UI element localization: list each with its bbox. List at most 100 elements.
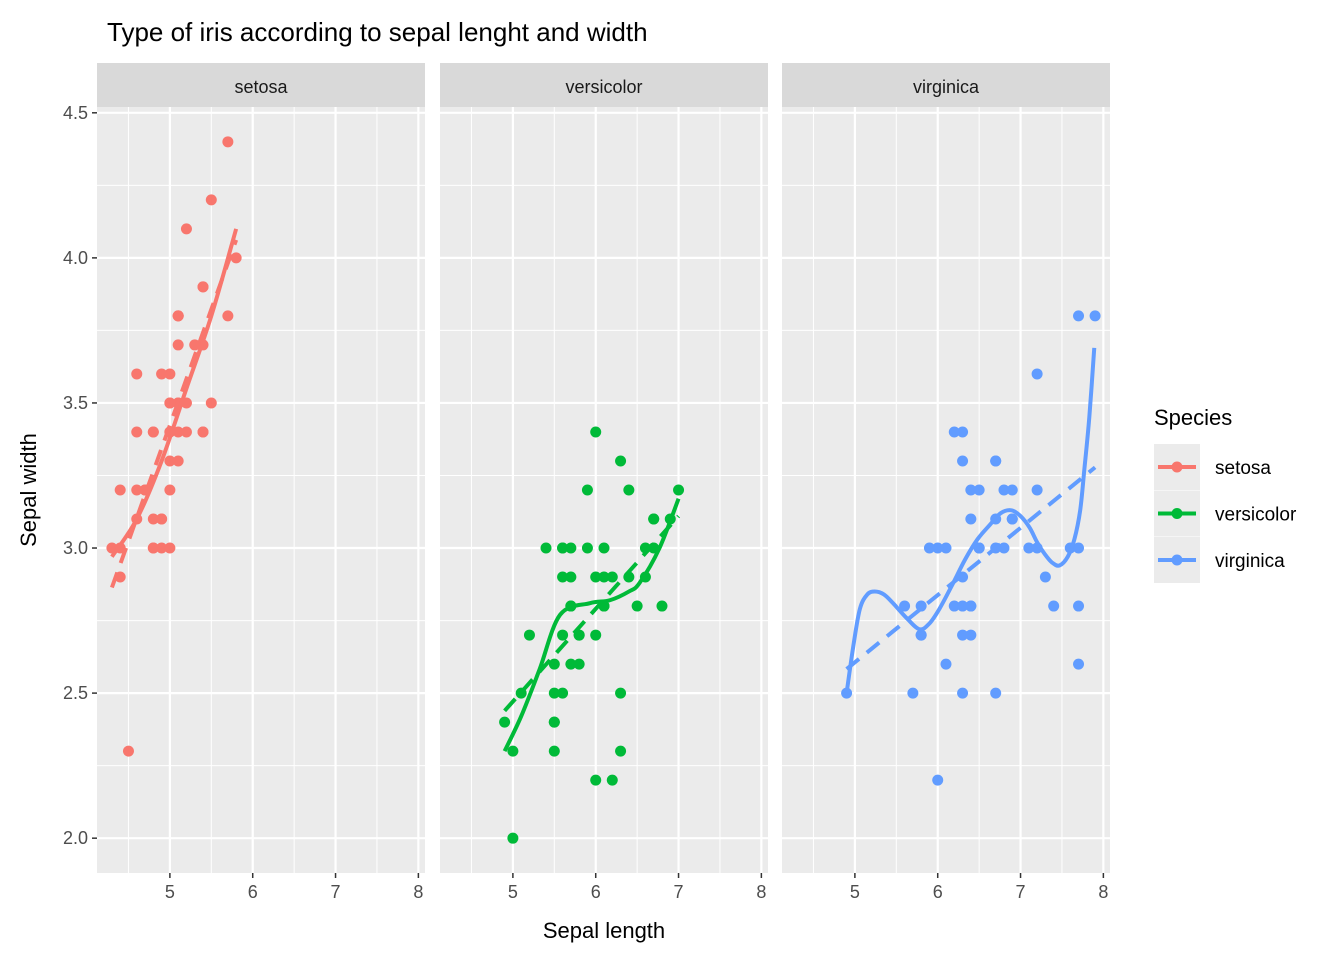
- data-point: [606, 571, 618, 583]
- data-point: [507, 745, 519, 757]
- data-point: [590, 774, 602, 786]
- data-point: [557, 687, 569, 699]
- data-point: [164, 455, 176, 467]
- data-point: [590, 426, 602, 438]
- data-point: [164, 397, 176, 409]
- data-point: [656, 600, 668, 612]
- data-point: [156, 542, 168, 554]
- data-point: [164, 368, 176, 380]
- data-point: [180, 426, 192, 438]
- data-point: [197, 281, 209, 293]
- data-point: [557, 629, 569, 641]
- data-point: [1031, 484, 1043, 496]
- data-point: [973, 542, 985, 554]
- data-point: [1039, 571, 1051, 583]
- data-point: [164, 484, 176, 496]
- data-point: [965, 484, 977, 496]
- data-point: [540, 542, 552, 554]
- data-point: [147, 426, 159, 438]
- data-point: [197, 426, 209, 438]
- data-point: [957, 629, 969, 641]
- data-point: [932, 774, 944, 786]
- data-point: [590, 629, 602, 641]
- x-tick-label: 6: [933, 882, 943, 902]
- data-point: [965, 629, 977, 641]
- data-point: [648, 513, 660, 525]
- x-tick-label: 8: [413, 882, 423, 902]
- y-tick-label: 2.0: [63, 828, 88, 848]
- data-point: [189, 339, 201, 351]
- legend: Species setosa versicolor virginica: [1154, 405, 1297, 583]
- data-point: [1073, 542, 1085, 554]
- data-point: [1031, 368, 1043, 380]
- data-point: [673, 484, 685, 496]
- data-point: [172, 339, 184, 351]
- data-point: [131, 484, 143, 496]
- data-point: [615, 687, 627, 699]
- data-point: [940, 542, 952, 554]
- data-point: [606, 774, 618, 786]
- data-point: [172, 426, 184, 438]
- panel-background: [782, 107, 1110, 873]
- legend-label-virginica: virginica: [1215, 551, 1285, 572]
- data-point: [565, 542, 577, 554]
- data-point: [973, 484, 985, 496]
- x-tick-label: 7: [331, 882, 341, 902]
- data-point: [631, 600, 643, 612]
- smooth-fit-line: [844, 347, 1097, 694]
- facet-strip: [97, 63, 425, 107]
- data-point: [1073, 310, 1085, 322]
- facet-strip-label: setosa: [234, 77, 288, 97]
- data-point: [222, 136, 234, 148]
- data-point: [598, 542, 610, 554]
- y-tick-label: 3.5: [63, 393, 88, 413]
- data-point: [523, 629, 535, 641]
- data-point: [565, 571, 577, 583]
- data-point: [940, 658, 952, 670]
- data-point: [548, 687, 560, 699]
- legend-key-point: [1171, 554, 1183, 566]
- data-point: [957, 600, 969, 612]
- data-point: [615, 745, 627, 757]
- y-tick-label: 3.0: [63, 538, 88, 558]
- data-point: [598, 571, 610, 583]
- data-point: [548, 716, 560, 728]
- data-point: [957, 571, 969, 583]
- data-point: [557, 571, 569, 583]
- data-point: [1023, 542, 1035, 554]
- y-tick-label: 2.5: [63, 683, 88, 703]
- data-point: [998, 542, 1010, 554]
- y-tick-label: 4.5: [63, 103, 88, 123]
- data-point: [915, 629, 927, 641]
- data-point: [899, 600, 911, 612]
- data-point: [164, 542, 176, 554]
- smooth-fit-line: [502, 497, 681, 752]
- data-point: [1006, 513, 1018, 525]
- x-tick-label: 5: [165, 882, 175, 902]
- legend-key-point: [1171, 461, 1183, 473]
- data-point: [581, 484, 593, 496]
- data-point: [147, 542, 159, 554]
- linear-fit-line: [503, 514, 681, 713]
- facet-strip: [782, 63, 1110, 107]
- x-tick-label: 6: [248, 882, 258, 902]
- x-tick-label: 7: [1016, 882, 1026, 902]
- data-point: [131, 368, 143, 380]
- data-point: [507, 832, 519, 844]
- panel-setosa: setosa 5 6 7 8: [97, 63, 425, 902]
- y-axis-title: Sepal width: [16, 433, 41, 547]
- data-point: [1073, 658, 1085, 670]
- data-point: [205, 397, 217, 409]
- data-point: [147, 513, 159, 525]
- x-tick-label: 5: [850, 882, 860, 902]
- data-point: [180, 223, 192, 235]
- data-point: [114, 484, 126, 496]
- chart-title: Type of iris according to sepal lenght a…: [107, 17, 648, 47]
- data-point: [172, 455, 184, 467]
- data-point: [581, 542, 593, 554]
- data-point: [957, 455, 969, 467]
- linear-fit-line: [845, 465, 1097, 671]
- data-point: [222, 310, 234, 322]
- legend-label-setosa: setosa: [1215, 458, 1271, 479]
- data-point: [573, 658, 585, 670]
